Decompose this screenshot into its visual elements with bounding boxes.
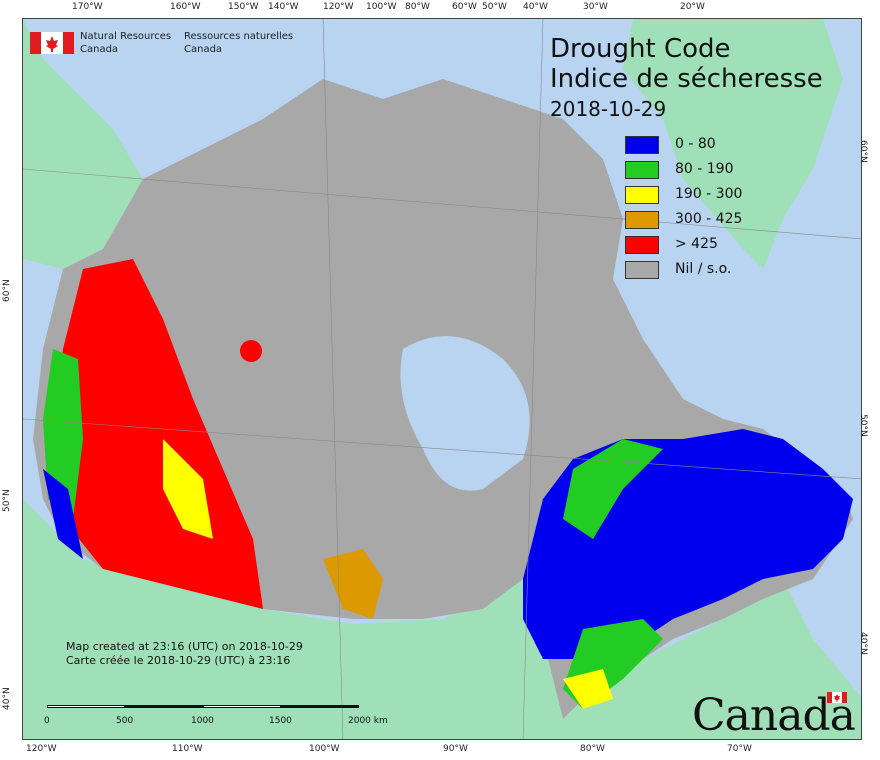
- map-svg: [23, 19, 861, 739]
- agency-en: Natural Resources: [80, 31, 172, 42]
- agency-fr: Ressources naturelles: [184, 31, 294, 42]
- tick-label: 60°N: [858, 140, 868, 163]
- legend-swatch: [625, 161, 659, 179]
- tick-label: 120°W: [26, 744, 57, 754]
- wordmark-flag-icon: [827, 692, 847, 703]
- scale-label: 500: [116, 716, 134, 726]
- legend-label: Nil / s.o.: [675, 261, 732, 277]
- tick-label: 100°W: [309, 744, 340, 754]
- greenland-land: [623, 19, 843, 269]
- west-yellow-area: [163, 439, 213, 539]
- title-english: Drought Code: [550, 34, 731, 64]
- tick-label: 110°W: [172, 744, 203, 754]
- graticule-line: [23, 418, 861, 480]
- tick-label: 60°N: [2, 279, 12, 302]
- legend-swatch: [625, 236, 659, 254]
- tick-label: 140°W: [268, 2, 299, 12]
- legend-label: 190 - 300: [675, 186, 743, 202]
- hudson-bay: [400, 336, 530, 491]
- tick-label: 40°N: [2, 687, 12, 710]
- legend-item: 80 - 190: [625, 159, 805, 181]
- tick-label: 40°N: [858, 632, 868, 655]
- scale-segment: [203, 705, 281, 708]
- title-date: 2018-10-29: [550, 97, 667, 121]
- tick-label: 160°W: [170, 2, 201, 12]
- west-drought-area: [53, 259, 263, 609]
- legend-label: 0 - 80: [675, 136, 716, 152]
- canada-flag-icon: [30, 32, 74, 54]
- east-green-area: [563, 439, 663, 539]
- tick-label: 30°W: [583, 2, 608, 12]
- tick-label: 50°N: [858, 414, 868, 437]
- tick-label: 100°W: [366, 2, 397, 12]
- scale-bar: [47, 705, 359, 713]
- north-red-spot: [240, 340, 262, 362]
- tick-label: 120°W: [323, 2, 354, 12]
- scale-label: 2000 km: [348, 716, 388, 726]
- title-french: Indice de sécheresse: [550, 64, 823, 94]
- tick-label: 150°W: [228, 2, 259, 12]
- graticule-line: [322, 19, 344, 739]
- map-title: Drought Code Indice de sécheresse 2018-1…: [550, 34, 823, 122]
- tick-label: 80°W: [580, 744, 605, 754]
- tick-label: 70°W: [727, 744, 752, 754]
- legend-item: > 425: [625, 234, 805, 256]
- tick-label: 20°W: [680, 2, 705, 12]
- scale-segment: [281, 705, 359, 708]
- map-credit: Map created at 23:16 (UTC) on 2018-10-29…: [66, 640, 303, 668]
- tick-label: 80°W: [405, 2, 430, 12]
- legend-swatch: [625, 186, 659, 204]
- tick-label: 170°W: [72, 2, 103, 12]
- tick-label: 50°N: [2, 489, 12, 512]
- legend-label: 300 - 425: [675, 211, 743, 227]
- legend-item: Nil / s.o.: [625, 259, 805, 281]
- tick-label: 60°W: [452, 2, 477, 12]
- scale-label: 1000: [191, 716, 214, 726]
- legend-label: 80 - 190: [675, 161, 734, 177]
- legend-item: 190 - 300: [625, 184, 805, 206]
- legend-swatch: [625, 261, 659, 279]
- agency-en-2: Canada: [80, 44, 119, 55]
- tick-label: 50°W: [482, 2, 507, 12]
- ontario-yellow-area: [563, 669, 613, 709]
- coast-blue-area: [43, 469, 83, 559]
- legend-label: > 425: [675, 236, 718, 252]
- tick-label: 90°W: [443, 744, 468, 754]
- usa-land: [23, 499, 861, 739]
- graticule-line: [23, 168, 861, 240]
- credit-english: Map created at 23:16 (UTC) on 2018-10-29: [66, 640, 303, 653]
- alaska-land: [23, 19, 143, 269]
- coast-green-area: [43, 349, 83, 519]
- scale-segment: [125, 705, 203, 708]
- credit-french: Carte créée le 2018-10-29 (UTC) à 23:16: [66, 654, 291, 667]
- legend-swatch: [625, 136, 659, 154]
- agency-fr-2: Canada: [184, 44, 223, 55]
- tick-label: 40°W: [523, 2, 548, 12]
- legend-item: 0 - 80: [625, 134, 805, 156]
- graticule-line: [522, 19, 544, 739]
- scale-segment: [47, 705, 125, 708]
- legend-swatch: [625, 211, 659, 229]
- scale-label: 1500: [269, 716, 292, 726]
- legend-item: 300 - 425: [625, 209, 805, 231]
- scale-label: 0: [44, 716, 50, 726]
- map-canvas: [22, 18, 862, 740]
